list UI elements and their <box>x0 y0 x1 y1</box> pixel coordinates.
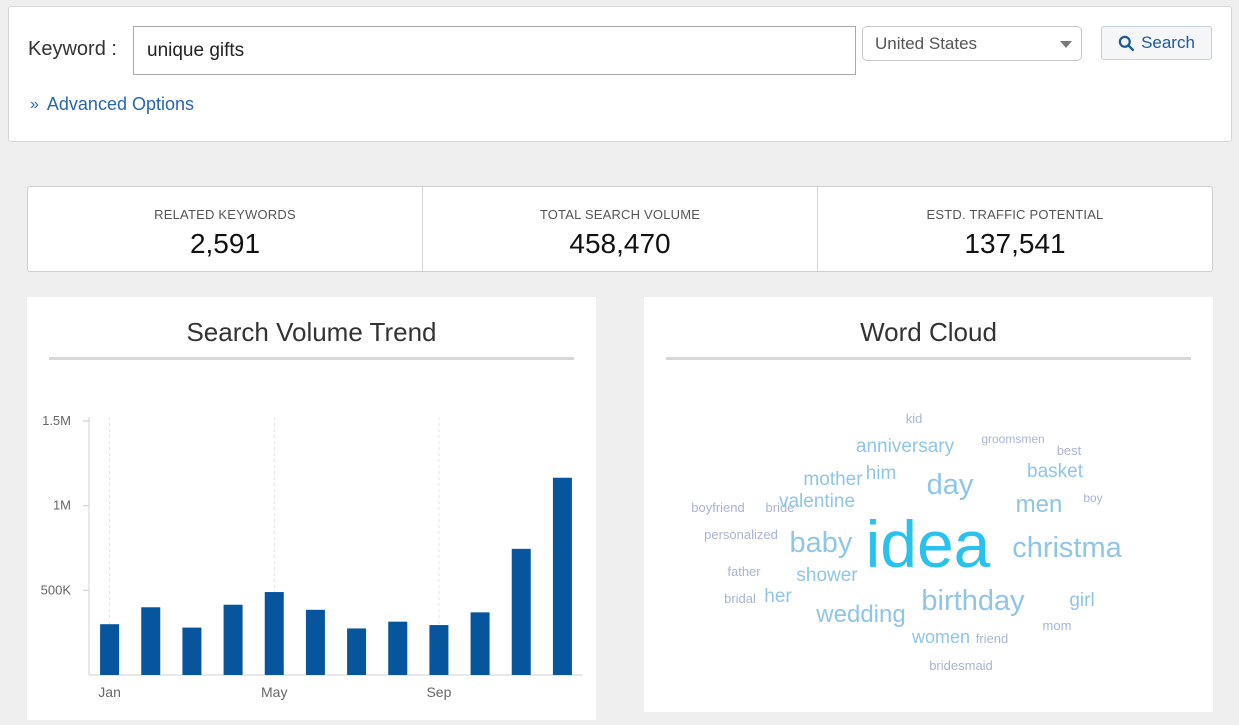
bar-aug[interactable] <box>388 621 408 675</box>
advanced-options-link[interactable]: » Advanced Options <box>30 94 194 115</box>
word-cloud-title-rule <box>666 357 1191 360</box>
x-tick-label: May <box>261 684 287 700</box>
word-groomsmen[interactable]: groomsmen <box>981 432 1044 446</box>
word-day[interactable]: day <box>927 469 974 501</box>
trend-title-rule <box>49 357 574 360</box>
bar-may[interactable] <box>264 592 284 675</box>
word-christma[interactable]: christma <box>1012 532 1122 564</box>
word-cloud-title: Word Cloud <box>860 317 997 347</box>
bar-oct[interactable] <box>470 612 490 675</box>
word-cloud-panel: Word Cloud kid groomsmen best anniversary ba… <box>644 297 1213 712</box>
stat-value: 2,591 <box>189 228 261 259</box>
keyword-label: Keyword : <box>28 38 117 60</box>
word-birthday[interactable]: birthday <box>921 585 1025 617</box>
word-mom[interactable]: mom <box>1043 618 1072 633</box>
word-personalized[interactable]: personalized <box>704 527 778 542</box>
search-volume-chart: 500K 1M 1.5M Jan May Sep <box>41 413 583 700</box>
y-tick-label: 500K <box>41 582 72 597</box>
stats-bar: RELATED KEYWORDS 2,591 TOTAL SEARCH VOLU… <box>27 186 1213 272</box>
x-tick-label: Sep <box>426 684 451 700</box>
stat-related-keywords: RELATED KEYWORDS 2,591 <box>28 187 423 271</box>
word-him[interactable]: him <box>866 463 897 484</box>
bar-dec[interactable] <box>552 477 572 675</box>
word-best[interactable]: best <box>1057 443 1082 458</box>
word-wedding[interactable]: wedding <box>815 601 905 628</box>
country-select[interactable]: United States <box>862 26 1082 61</box>
search-button-label: Search <box>1141 33 1195 52</box>
word-bridal[interactable]: bridal <box>724 591 756 606</box>
word-men[interactable]: men <box>1016 491 1063 518</box>
word-bridesmaid[interactable]: bridesmaid <box>929 658 993 673</box>
y-tick-label: 1M <box>53 498 71 513</box>
word-baby[interactable]: baby <box>790 527 853 559</box>
bar-nov[interactable] <box>511 548 531 675</box>
word-mother[interactable]: mother <box>803 469 863 490</box>
bar-jan[interactable] <box>100 624 120 675</box>
country-select-value: United States <box>875 34 978 53</box>
x-tick-label: Jan <box>98 684 121 700</box>
word-girl[interactable]: girl <box>1069 590 1094 611</box>
y-tick-label: 1.5M <box>42 413 71 428</box>
stat-total-search-volume: TOTAL SEARCH VOLUME 458,470 <box>423 187 818 271</box>
chevron-down-icon <box>1060 41 1072 48</box>
advanced-options-label: Advanced Options <box>46 94 194 114</box>
word-basket[interactable]: basket <box>1027 461 1084 482</box>
trend-panel: Search Volume Trend 500K 1M 1.5M Jan May Sep <box>27 297 596 720</box>
stat-value: 137,541 <box>964 228 1066 259</box>
trend-title: Search Volume Trend <box>186 317 437 347</box>
word-kid[interactable]: kid <box>906 411 923 426</box>
stat-traffic-potential: ESTD. TRAFFIC POTENTIAL 137,541 <box>818 187 1212 271</box>
word-anniversary[interactable]: anniversary <box>856 436 955 457</box>
bar-mar[interactable] <box>182 627 202 675</box>
word-shower[interactable]: shower <box>796 565 858 586</box>
word-bride[interactable]: bride <box>766 500 795 515</box>
stat-label: RELATED KEYWORDS <box>154 207 296 222</box>
word-her[interactable]: her <box>764 586 792 607</box>
word-idea[interactable]: idea <box>866 507 991 581</box>
stat-label: TOTAL SEARCH VOLUME <box>539 207 701 222</box>
search-icon <box>1118 35 1135 51</box>
word-women[interactable]: women <box>911 627 970 647</box>
search-button[interactable]: Search <box>1101 26 1212 60</box>
bar-sep[interactable] <box>429 625 449 675</box>
word-boyfriend[interactable]: boyfriend <box>691 500 744 515</box>
word-friend[interactable]: friend <box>976 631 1009 646</box>
word-boy[interactable]: boy <box>1083 491 1102 505</box>
stat-value: 458,470 <box>569 228 671 259</box>
keyword-input[interactable] <box>133 26 856 75</box>
bar-jun[interactable] <box>305 609 325 675</box>
word-father[interactable]: father <box>727 564 761 579</box>
stat-label: ESTD. TRAFFIC POTENTIAL <box>926 207 1104 222</box>
search-panel: Keyword : United States Search » Advance… <box>8 6 1232 142</box>
bar-feb[interactable] <box>141 607 161 675</box>
bar-jul[interactable] <box>347 628 367 675</box>
word-valentine[interactable]: valentine <box>779 491 855 512</box>
double-chevron-right-icon: » <box>30 95 39 113</box>
bar-apr[interactable] <box>223 604 243 675</box>
